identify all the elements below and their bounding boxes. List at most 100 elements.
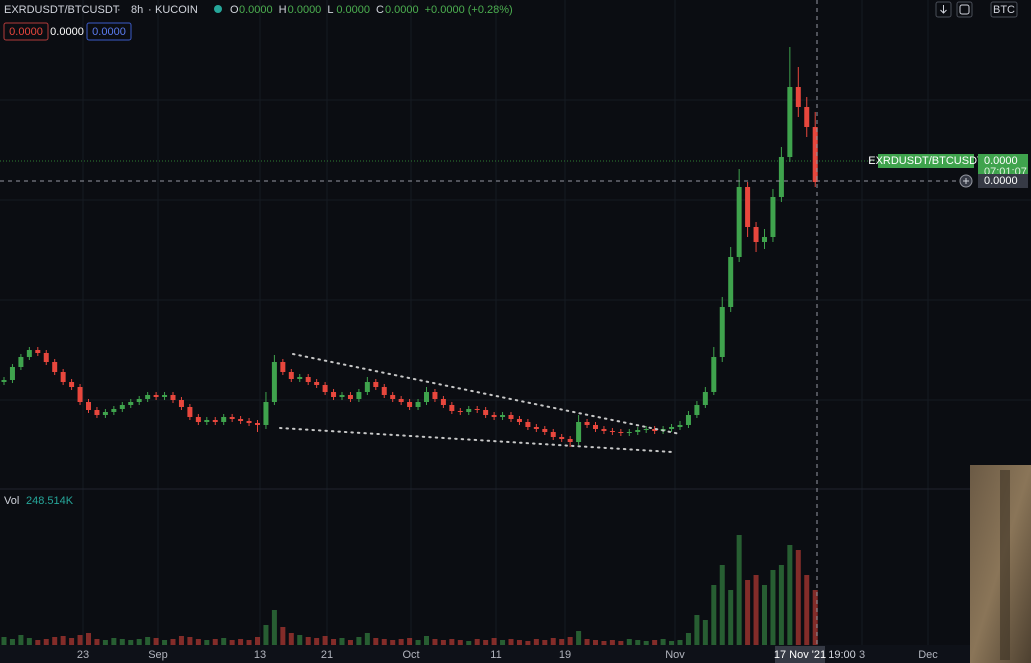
candle-body [736,187,742,257]
separator: · [148,4,152,16]
candle-body [94,410,100,415]
volume-bar [229,640,235,645]
volume-bar [762,585,767,645]
candle-body [381,387,387,395]
input-box[interactable] [3,22,49,41]
down-icon[interactable] [940,5,947,14]
candle-body [322,385,328,392]
candle-body [694,405,700,415]
volume-bar [424,636,429,645]
volume-bar [26,638,32,645]
candle-body [347,395,353,399]
volume-bar [440,640,446,645]
candle-body [652,429,658,431]
volume-bar [694,615,700,645]
input-value[interactable]: 0.0000 [50,26,84,38]
candle-body [77,387,83,402]
candle-body [178,400,184,407]
input-box[interactable] [86,22,132,41]
candle-body [35,350,41,353]
candle-body [221,417,227,422]
volume-bar [153,638,159,645]
volume-bar [745,580,751,645]
volume-bar [559,639,565,645]
volume-bar [685,633,691,645]
candle-body [305,377,311,382]
plus-icon[interactable] [963,178,969,184]
volume-bar [533,639,539,645]
candle-body [804,107,810,127]
reset-button[interactable] [956,1,973,18]
volume-bar [60,636,66,645]
cross-price-bg [978,174,1028,188]
candle-body [415,402,421,407]
cross-date-bg [775,646,825,663]
candle-body [542,429,548,432]
candle-body [550,432,556,437]
scroll-button[interactable] [935,1,952,18]
volume-bar [35,640,41,645]
volume-bar [128,640,134,645]
volume-bar [246,640,252,645]
volume-bar [136,639,142,645]
candle-body [669,427,675,429]
volume-bar [677,640,683,645]
time-label: 13 [254,649,266,661]
volume-bar [331,639,337,645]
volume-bar [778,565,784,645]
cross-date: 17 Nov '21 [774,649,826,661]
volume-bar [812,590,818,645]
candle-body [635,430,641,432]
volume-bar [305,637,311,645]
candle-body [812,127,818,182]
time-label: Dec [918,649,938,661]
volume-bar [288,633,294,645]
volume-bar [204,640,210,645]
candle-body [246,421,252,423]
candle-body [288,372,294,379]
volume-bar [271,610,277,645]
candle-body [584,422,590,425]
candle-body [162,395,168,397]
candle-body [9,367,15,380]
candle-body [271,362,277,402]
candle-body [753,227,759,242]
volume-bar [500,640,506,645]
volume-bar [508,639,514,645]
candle-body [195,417,201,422]
volume-bar [643,641,649,645]
volume-bar [111,638,117,645]
volume-bar [297,635,303,645]
ohlc-value: 0.0000 [239,4,273,16]
candle-body [466,409,472,412]
input-value[interactable]: 0.0000 [92,26,126,38]
currency-button[interactable] [990,1,1018,18]
volume-bar [43,639,49,645]
candle-body [187,407,193,417]
candle-body [745,187,751,227]
candle-body [778,157,784,197]
volume-bar [449,639,455,645]
candle-body [516,419,522,422]
last-price-bg [978,154,1028,176]
status-dot [214,5,222,13]
reset-icon[interactable] [959,4,970,15]
candle-body [119,405,125,409]
volume-bar [221,638,227,645]
candle-body [238,419,244,421]
candle-body [449,405,455,411]
volume-bar [52,637,58,645]
candle-body [212,420,218,422]
candle-body [711,357,717,392]
input-value[interactable]: 0.0000 [9,26,43,38]
exchange: KUCOIN [155,4,198,16]
candle-body [280,362,286,372]
volume-bar [550,638,556,645]
candle-body [728,257,734,307]
candle-body [685,415,691,425]
candle-body [567,439,573,442]
volume-bar [669,641,675,645]
currency[interactable]: BTC [993,4,1015,16]
candle-body [136,399,142,402]
